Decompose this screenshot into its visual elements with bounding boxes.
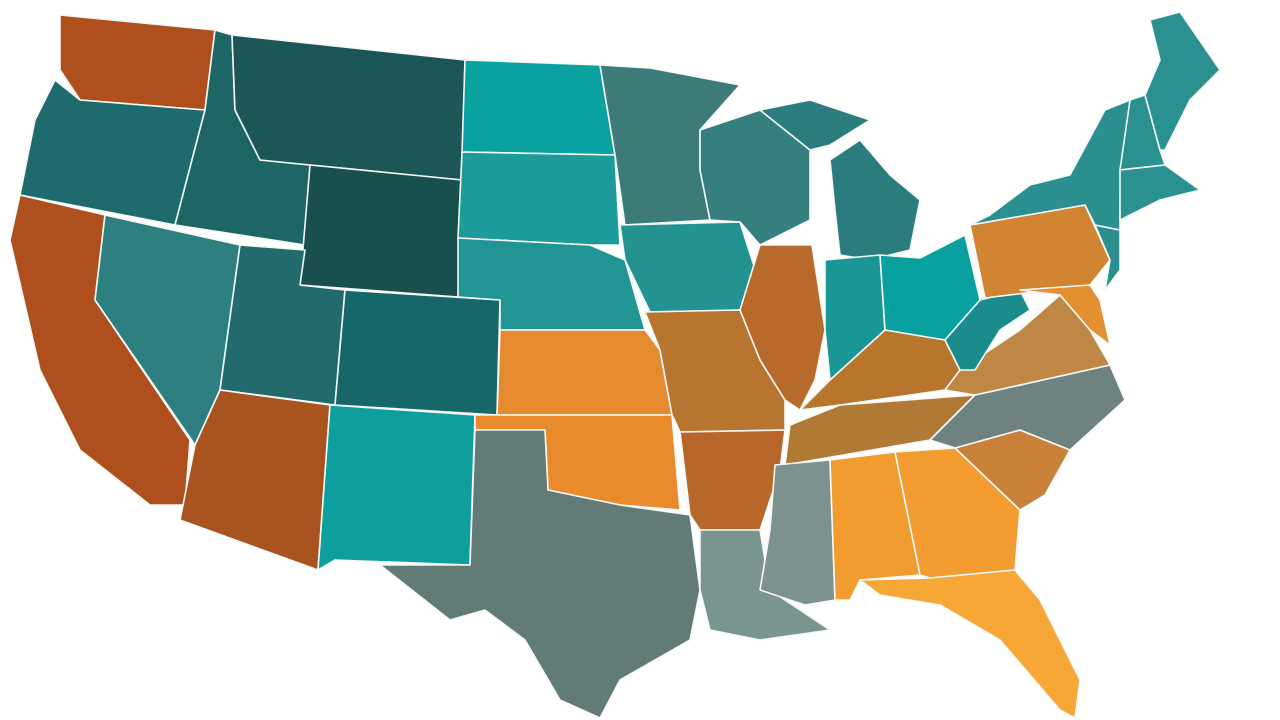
new-mexico	[317, 404, 476, 571]
kansas	[496, 329, 673, 416]
montana	[231, 34, 466, 181]
washington	[59, 14, 216, 111]
southern-new-england	[1119, 164, 1201, 221]
florida	[859, 569, 1081, 719]
wyoming	[299, 164, 463, 298]
texas	[379, 429, 701, 719]
south-dakota	[457, 151, 621, 246]
states	[9, 11, 1221, 719]
michigan	[829, 139, 921, 261]
michigan-upper	[759, 99, 871, 151]
colorado	[334, 289, 501, 416]
arizona	[179, 389, 331, 571]
maine	[1144, 11, 1221, 151]
vermont-nh	[1119, 94, 1166, 171]
new-york	[969, 99, 1131, 231]
iowa	[619, 221, 761, 313]
arkansas	[679, 429, 786, 531]
maryland-delaware	[1019, 284, 1111, 346]
north-dakota	[461, 59, 616, 156]
